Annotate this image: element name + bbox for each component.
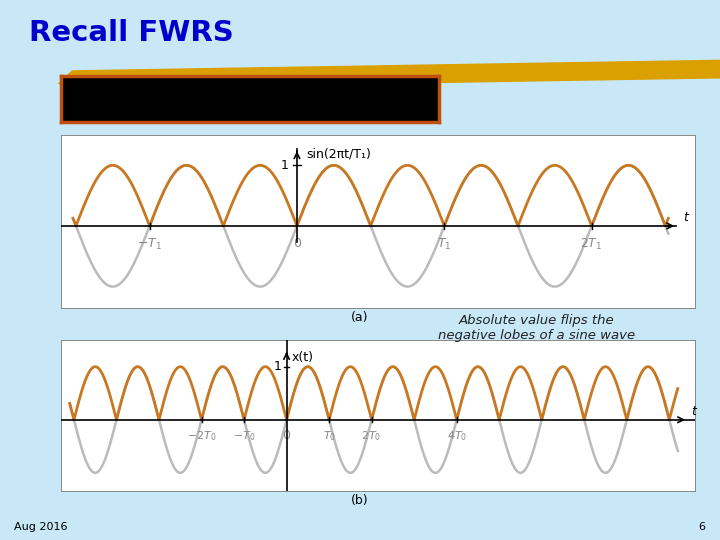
Text: Absolute value flips the
negative lobes of a sine wave: Absolute value flips the negative lobes …: [438, 314, 635, 342]
Text: sin(2πt/T₁): sin(2πt/T₁): [306, 147, 371, 160]
Text: $4T_0$: $4T_0$: [446, 429, 467, 443]
Text: $T_0$: $T_0$: [323, 429, 336, 443]
Text: $-T_1$: $-T_1$: [138, 237, 162, 252]
Text: 1: 1: [280, 159, 288, 172]
Text: $2T_0$: $2T_0$: [361, 429, 382, 443]
Polygon shape: [58, 59, 720, 89]
Text: x(t): x(t): [292, 351, 314, 364]
Text: t: t: [691, 404, 696, 417]
Text: $-2T_0$: $-2T_0$: [186, 429, 216, 443]
Text: Aug 2016: Aug 2016: [14, 522, 68, 532]
Text: 1: 1: [274, 360, 282, 373]
Text: (a): (a): [351, 310, 369, 323]
Text: $T_1$: $T_1$: [437, 237, 451, 252]
Text: t: t: [683, 211, 688, 224]
Text: 0: 0: [282, 429, 291, 442]
Text: 0: 0: [293, 237, 301, 250]
Text: 6: 6: [698, 522, 706, 532]
Text: Recall FWRS: Recall FWRS: [29, 19, 233, 47]
Text: (b): (b): [351, 494, 369, 507]
Text: $-T_0$: $-T_0$: [233, 429, 256, 443]
Text: $2T_1$: $2T_1$: [580, 237, 603, 252]
